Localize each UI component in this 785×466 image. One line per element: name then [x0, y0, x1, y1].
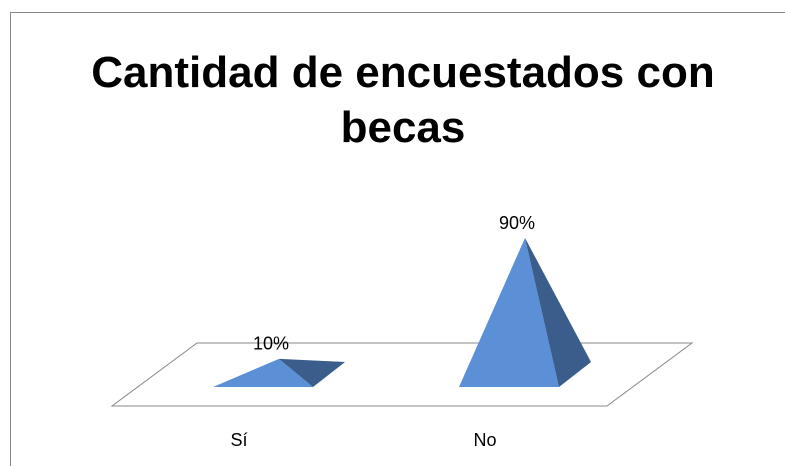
- floor: [110, 342, 694, 407]
- pyramid-side: [525, 238, 591, 387]
- chart-title: Cantidad de encuestados con becas: [91, 48, 714, 152]
- data-label: 90%: [499, 213, 535, 233]
- pyramid: [213, 358, 345, 387]
- pyramid-side-shade: [525, 238, 591, 387]
- pyramid-front: [213, 358, 313, 387]
- pyramid-side-shade: [279, 358, 345, 387]
- pyramid: [459, 238, 591, 387]
- pyramid-front: [459, 238, 559, 387]
- x-tick-label: Sí: [230, 430, 247, 450]
- x-tick-label: No: [473, 430, 496, 450]
- data-label: 10%: [253, 334, 289, 354]
- pyramid-side: [279, 358, 345, 387]
